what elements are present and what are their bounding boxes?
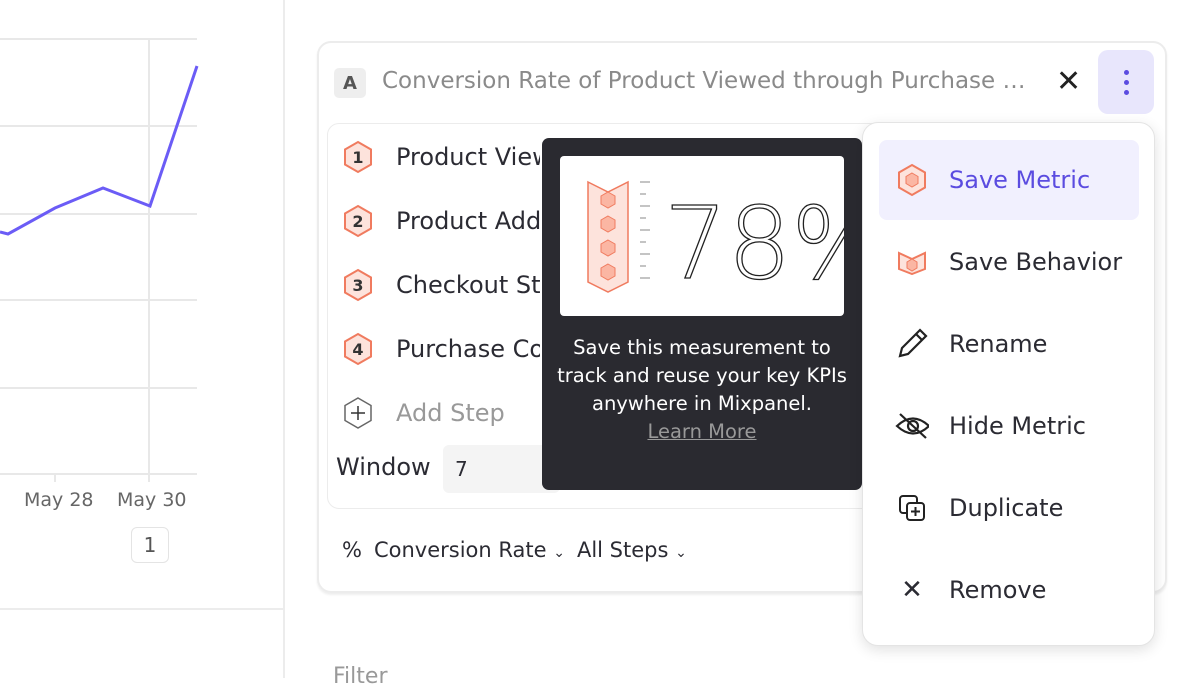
- percent-icon: %: [342, 538, 362, 562]
- hexagon-icon: 4: [342, 332, 374, 366]
- duplicate-icon: [895, 491, 929, 525]
- line-chart: [0, 38, 199, 482]
- learn-more-link[interactable]: Learn More: [647, 420, 757, 443]
- metric-card: [317, 41, 1167, 593]
- add-hexagon-icon: [342, 396, 374, 430]
- measure-row: % Conversion Rate ⌄ All Steps ⌄: [342, 538, 687, 562]
- behavior-icon: [895, 245, 929, 279]
- series-line: [0, 65, 199, 236]
- hexagon-icon: 2: [342, 204, 374, 238]
- menu-item-rename[interactable]: Rename: [879, 304, 1139, 384]
- menu-item-duplicate[interactable]: Duplicate: [879, 468, 1139, 548]
- close-icon[interactable]: ✕: [1056, 64, 1082, 99]
- step-label: Checkout Started: [396, 271, 540, 299]
- measure-dropdown[interactable]: Conversion Rate ⌄: [373, 538, 565, 562]
- window-label: Window: [336, 453, 431, 481]
- eye-slash-icon: [895, 409, 929, 443]
- menu-item-save-behavior[interactable]: Save Behavior: [879, 222, 1139, 302]
- metric-menu: Save Metric Save Behavior Rename Hide Me…: [862, 122, 1155, 646]
- divider: [0, 608, 283, 610]
- tooltip-arrow: [855, 168, 865, 188]
- step-item[interactable]: 4 Purchase Completed: [342, 332, 540, 366]
- menu-item-remove[interactable]: ✕ Remove: [879, 550, 1139, 630]
- hexagon-icon: [895, 163, 929, 197]
- annotation-marker[interactable]: 1: [131, 527, 169, 563]
- step-label: Product Added: [396, 207, 540, 235]
- metric-illustration-icon: 78%: [587, 180, 887, 303]
- tooltip-illustration: 78%: [560, 156, 887, 316]
- hexagon-icon: 1: [342, 140, 374, 174]
- filter-section-label: Filter: [333, 664, 388, 689]
- pencil-icon: [895, 327, 929, 361]
- hexagon-icon: 3: [342, 268, 374, 302]
- x-icon: ✕: [901, 575, 923, 605]
- step-item[interactable]: 3 Checkout Started: [342, 268, 540, 302]
- window-input[interactable]: 7: [443, 445, 560, 493]
- svg-text:78%: 78%: [664, 185, 844, 302]
- step-label: Product Viewed: [396, 143, 540, 171]
- metric-badge: A: [334, 68, 366, 98]
- menu-item-hide-metric[interactable]: Hide Metric: [879, 386, 1139, 466]
- x-tick: May 30: [117, 489, 187, 511]
- metric-title[interactable]: Conversion Rate of Product Viewed throug…: [382, 68, 1027, 94]
- menu-item-save-metric[interactable]: Save Metric: [879, 140, 1139, 220]
- step-item[interactable]: 2 Product Added: [342, 204, 540, 238]
- tooltip-text: Save this measurement to track and reuse…: [542, 334, 862, 446]
- gridlines: [0, 38, 197, 482]
- add-step-button[interactable]: Add Step: [342, 396, 505, 430]
- tooltip: 78% Save this measurement to track and r…: [542, 138, 887, 490]
- x-tick: May 28: [24, 489, 94, 511]
- step-item[interactable]: 1 Product Viewed: [342, 140, 540, 174]
- kebab-menu-button[interactable]: [1098, 50, 1154, 114]
- steps-dropdown[interactable]: All Steps ⌄: [576, 538, 687, 562]
- divider: [283, 0, 285, 678]
- step-label: Purchase Completed: [396, 335, 540, 363]
